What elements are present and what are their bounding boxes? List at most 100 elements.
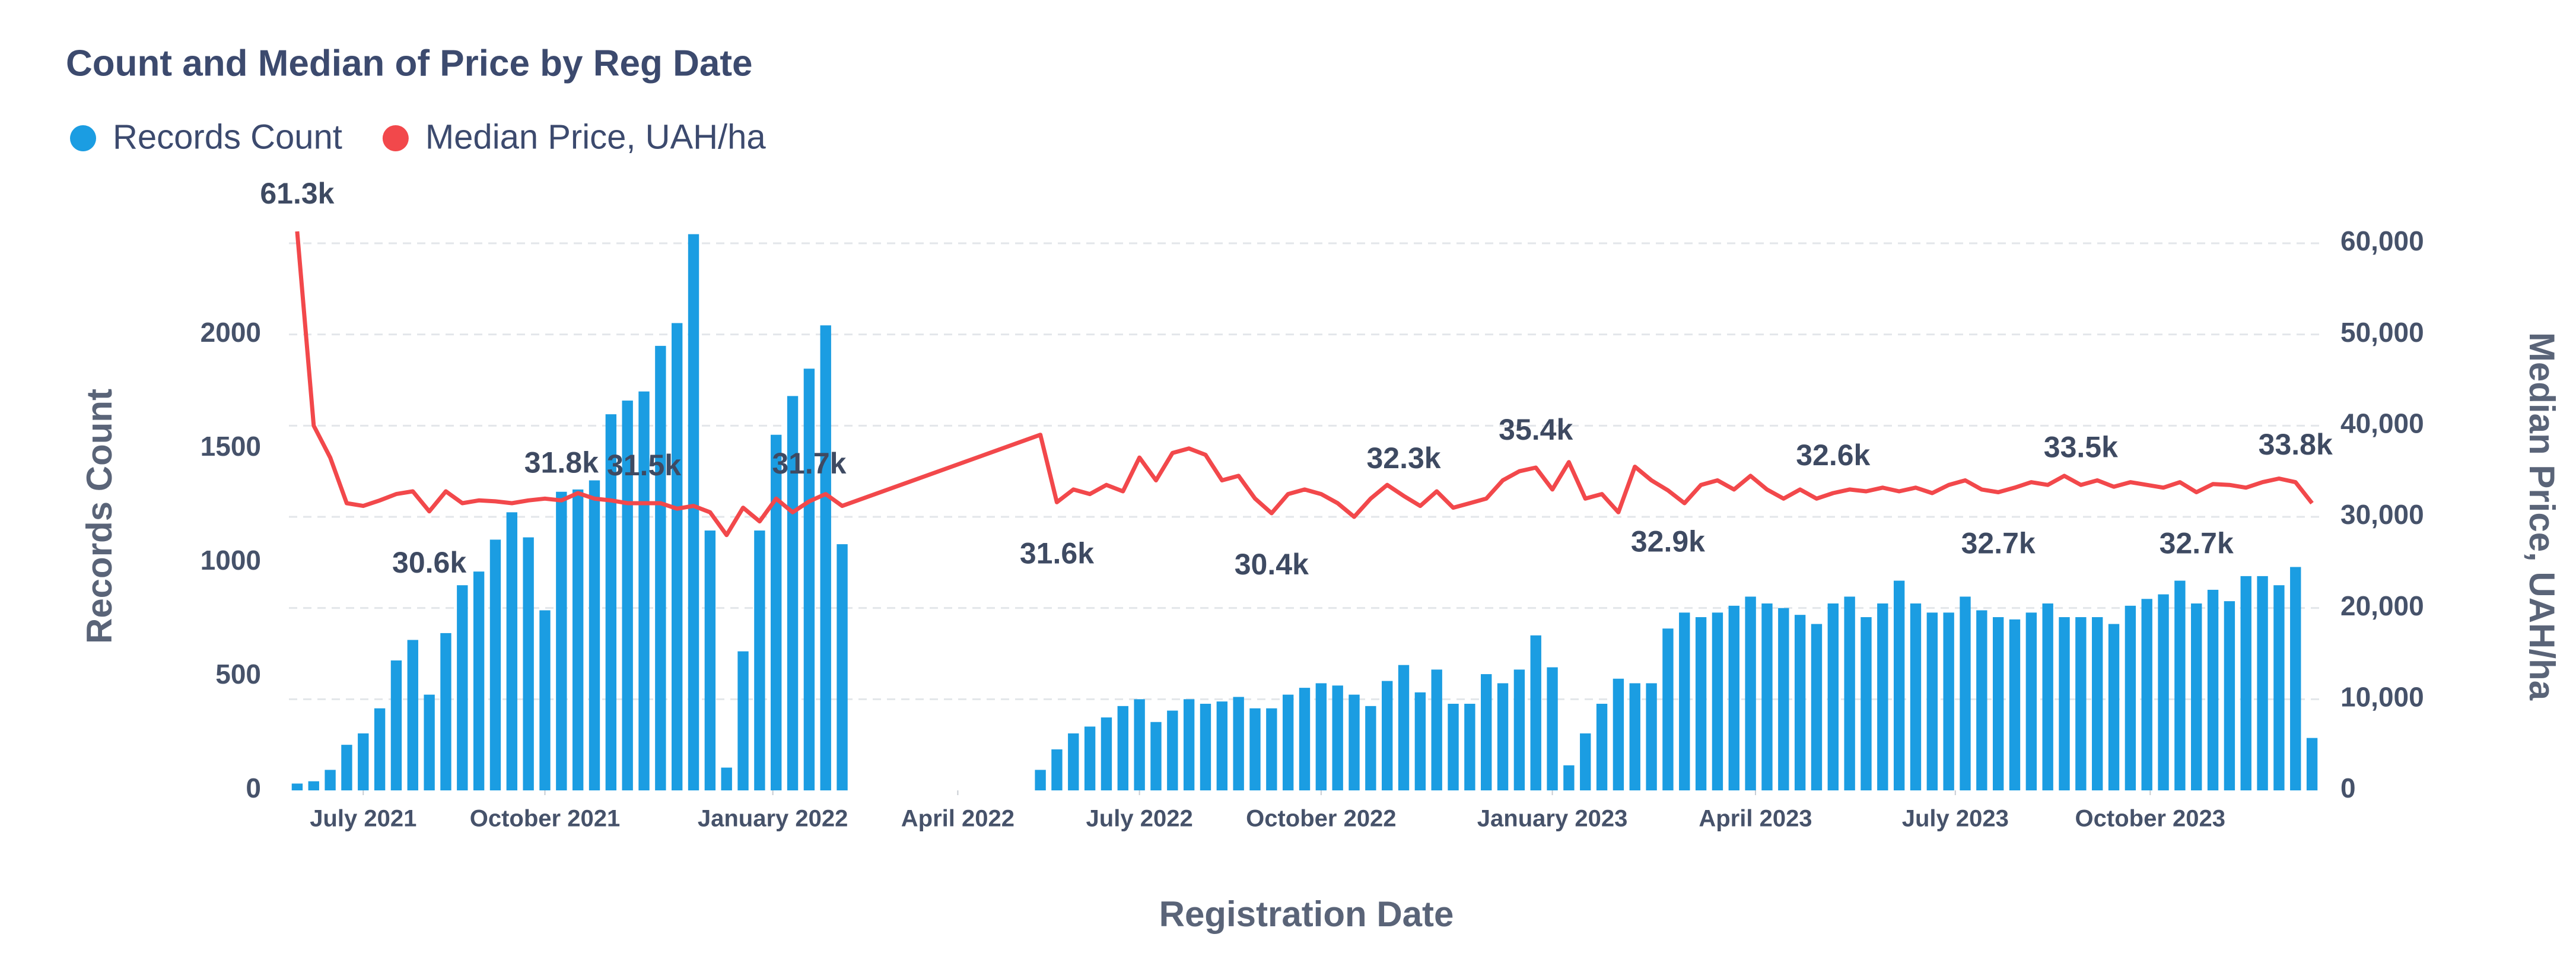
bar xyxy=(489,539,501,790)
bar xyxy=(2025,612,2037,790)
bar xyxy=(1827,603,1839,790)
bar xyxy=(1596,704,1608,790)
bar xyxy=(2009,619,2021,790)
bar xyxy=(1794,615,1806,790)
y2-tick-label: 10,000 xyxy=(2340,681,2424,712)
x-tick-label: October 2021 xyxy=(470,806,620,832)
bar xyxy=(1134,699,1145,790)
bar xyxy=(2290,567,2301,790)
y2-tick-label: 30,000 xyxy=(2340,499,2424,530)
legend-marker xyxy=(382,125,409,151)
x-tick-label: October 2022 xyxy=(1246,806,1396,832)
bar xyxy=(1035,770,1046,790)
data-label: 32.6k xyxy=(1796,439,1870,472)
y-tick-label: 2000 xyxy=(201,317,261,348)
bar xyxy=(1712,612,1723,790)
bar xyxy=(1728,605,1739,790)
bar xyxy=(1414,692,1426,790)
bar xyxy=(754,530,765,790)
y2-tick-label: 0 xyxy=(2340,773,2356,803)
bar xyxy=(1448,704,1459,790)
bar xyxy=(1761,603,1773,790)
bar xyxy=(1679,612,1690,790)
bar xyxy=(787,396,799,790)
bar xyxy=(1249,708,1261,790)
bar xyxy=(1282,694,1294,790)
bar xyxy=(556,491,567,790)
bar xyxy=(523,537,534,790)
bar xyxy=(1629,683,1640,790)
bar xyxy=(1563,765,1575,790)
bar xyxy=(803,368,815,790)
bar xyxy=(2207,589,2219,790)
bar xyxy=(737,651,749,790)
bar xyxy=(1216,701,1227,790)
legend-label: Records Count xyxy=(113,117,342,156)
data-label: 32.7k xyxy=(1961,527,2036,560)
x-tick-label: July 2022 xyxy=(1086,806,1193,832)
bar xyxy=(1861,617,1872,790)
bar xyxy=(1613,678,1624,790)
bar xyxy=(440,633,451,790)
bar xyxy=(1117,706,1128,790)
bar xyxy=(1926,612,1938,790)
bar xyxy=(721,767,732,790)
x-tick-label: April 2022 xyxy=(901,806,1015,832)
bar xyxy=(2158,594,2169,790)
bar xyxy=(1481,674,1492,790)
bar xyxy=(1233,697,1244,790)
bar xyxy=(539,610,551,790)
bar xyxy=(1547,667,1558,790)
bar xyxy=(1811,624,1823,790)
bar xyxy=(771,434,782,790)
bar xyxy=(1530,635,1541,790)
y2-axis-title: Median Price, UAH/ha xyxy=(2522,332,2562,701)
bar xyxy=(1051,749,1063,790)
data-label: 30.4k xyxy=(1235,548,1309,581)
bar xyxy=(1167,710,1178,790)
y2-tick-label: 40,000 xyxy=(2340,408,2424,439)
x-tick-label: July 2023 xyxy=(1902,806,2009,832)
x-tick-label: January 2022 xyxy=(698,806,848,832)
bar xyxy=(589,480,600,790)
data-label: 31.7k xyxy=(772,447,846,480)
bar xyxy=(424,694,435,790)
y-tick-label: 1500 xyxy=(201,431,261,462)
bar xyxy=(1332,685,1343,790)
bar xyxy=(2042,603,2053,790)
data-label: 31.8k xyxy=(524,446,599,479)
bar xyxy=(1580,733,1591,790)
bar xyxy=(1464,704,1475,790)
bar xyxy=(688,234,699,791)
x-tick-label: January 2023 xyxy=(1477,806,1628,832)
y-axis-title: Records Count xyxy=(79,389,119,644)
line xyxy=(295,231,2314,538)
data-label: 32.3k xyxy=(1366,441,1440,475)
data-label: 33.5k xyxy=(2044,430,2118,463)
bar xyxy=(341,745,352,790)
bar xyxy=(1299,688,1311,790)
bar xyxy=(1150,722,1162,790)
chart-title: Count and Median of Price by Reg Date xyxy=(66,43,752,84)
bar xyxy=(2108,624,2120,790)
y2-tick-label: 20,000 xyxy=(2340,590,2424,621)
bar xyxy=(622,401,633,790)
bar xyxy=(390,660,402,790)
bar xyxy=(1315,683,1327,790)
bar xyxy=(1976,610,1987,790)
x-axis-title: Registration Date xyxy=(1159,894,1454,934)
bar xyxy=(1497,683,1509,790)
bar xyxy=(671,323,683,790)
bar xyxy=(1431,669,1442,790)
bar xyxy=(1101,717,1112,790)
bar xyxy=(1646,683,1657,790)
bar xyxy=(2224,601,2235,790)
bar xyxy=(1200,704,1211,790)
bar xyxy=(2075,617,2087,790)
bar xyxy=(820,325,831,790)
bar xyxy=(1844,596,1855,790)
bar xyxy=(572,489,584,790)
bar xyxy=(506,512,517,790)
data-label: 31.5k xyxy=(607,449,681,482)
